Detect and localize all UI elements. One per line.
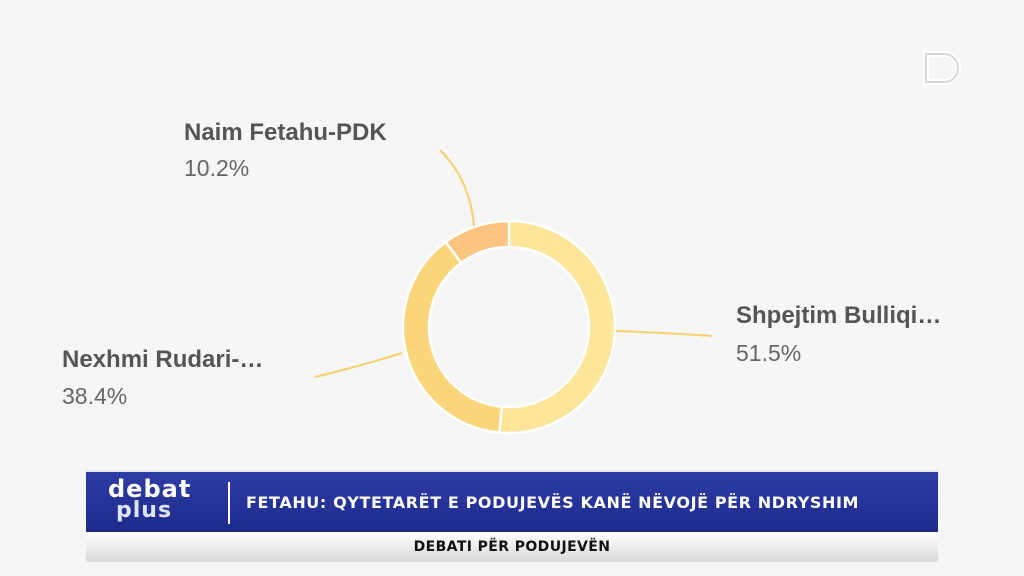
ticker-separator [228,482,230,524]
channel-logo [923,51,961,85]
label-value-shpejtim: 51.5% [736,340,801,366]
slice-nexhmi [401,240,504,434]
label-name-nexhmi: Nexhmi Rudari-… [62,346,263,373]
ticker-headline: FETAHU: QYTETARËT E PODUJEVËS KANË NËVOJ… [246,493,860,512]
brand-top: debat [108,475,192,503]
label-value-nexhmi: 38.4% [62,383,127,409]
brand-logo: debat plus [108,475,218,528]
ticker-subtitle: DEBATI PËR PODUJEVËN [86,532,938,562]
leader-line-naim [439,149,475,227]
slice-shpejtim [498,219,617,435]
leader-line-nexhmi [314,352,403,378]
slice-naim [443,219,511,265]
news-ticker: debat plus FETAHU: QYTETARËT E PODUJEVËS… [86,470,938,534]
label-value-naim: 10.2% [184,155,249,181]
brand-bottom: plus [116,497,173,523]
label-name-shpejtim: Shpejtim Bulliqi… [736,302,941,329]
leader-line-shpejtim [615,330,713,337]
label-name-naim: Naim Fetahu-PDK [184,119,387,146]
